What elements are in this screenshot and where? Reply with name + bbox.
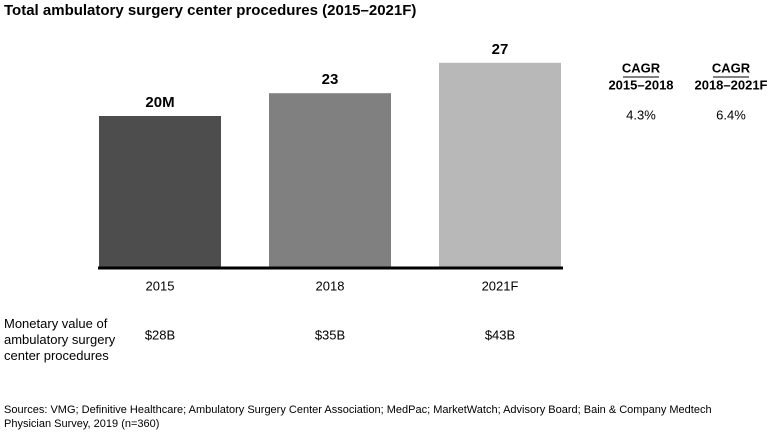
value-label: 23 (322, 71, 339, 88)
chart-title: Total ambulatory surgery center procedur… (4, 2, 416, 19)
cagr-value: 4.3% (626, 107, 656, 122)
cagr-value: 6.4% (716, 107, 746, 122)
cagr-period: 2015–2018 (608, 77, 673, 92)
x-tick-label: 2018 (316, 278, 345, 293)
monetary-label: Monetary value of ambulatory surgery cen… (4, 316, 116, 363)
bar (99, 116, 221, 268)
cagr-header: CAGR (622, 60, 661, 75)
value-label: 20M (145, 94, 174, 111)
value-label: 27 (492, 41, 509, 58)
bar (439, 62, 561, 268)
monetary-value: $43B (485, 327, 515, 342)
monetary-value: $28B (145, 327, 175, 342)
cagr-header: CAGR (712, 60, 751, 75)
monetary-value: $35B (315, 327, 345, 342)
x-tick-label: 2021F (482, 278, 519, 293)
bar (269, 93, 391, 268)
cagr-period: 2018–2021F (694, 77, 767, 92)
source-note: Sources: VMG; Definitive Healthcare; Amb… (4, 404, 712, 430)
x-tick-label: 2015 (146, 278, 175, 293)
